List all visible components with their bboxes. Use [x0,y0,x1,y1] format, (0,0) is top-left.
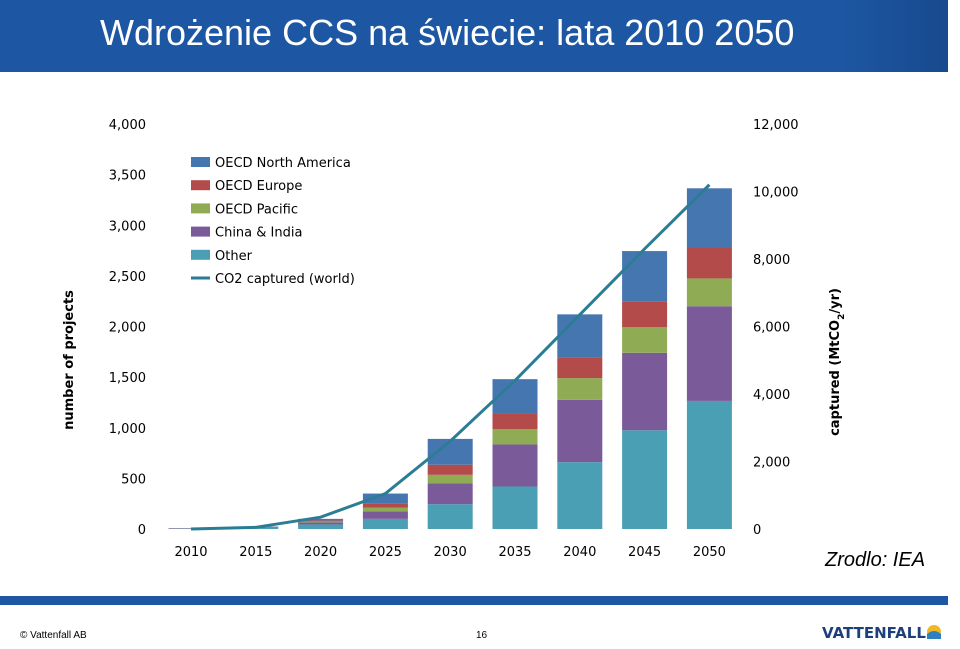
bar-segment [427,483,473,505]
chart-legend: OECD North America OECD Europe OECD Pacifi… [191,156,355,287]
bar-segment [298,521,344,523]
legend-swatch [191,226,210,237]
y-tick-label: 2,500 [109,270,146,285]
legend-swatch [191,203,210,214]
y-tick-label: 3,500 [109,169,146,184]
bar-segment [557,314,603,358]
y2-tick-label: 12,000 [753,118,799,133]
logo-wordmark: VATTENFALL [822,624,926,642]
co2-captured-line [190,183,711,531]
bar-segment [622,251,668,302]
bar-segment [622,352,668,431]
right-axis-ticks: 0 2,000 4,000 6,000 8,000 10,000 12,000 [753,118,799,538]
legend-label: Other [215,249,253,264]
y2-axis-label-main: captured (MtCO [828,320,843,436]
bar-segment [362,493,408,504]
bar-segment [492,486,538,529]
y-axis-label: number of projects [62,290,77,430]
y-tick-label: 4,000 [109,118,146,133]
y2-tick-label: 6,000 [753,321,790,336]
legend-swatch [191,180,210,191]
bar-segment [298,522,344,525]
bar-segment [686,278,732,307]
x-tick-label: 2040 [563,545,596,560]
bar-segment [492,413,538,430]
legend-label: CO2 captured (world) [215,272,355,287]
title-bar: Wdrożenie CCS na świecie: lata 2010 2050 [0,0,948,72]
legend-label: OECD Pacific [215,202,298,217]
x-tick-label: 2045 [628,545,661,560]
y2-axis-label: captured (MtCO2/yr) [828,288,847,436]
y2-tick-label: 2,000 [753,456,790,471]
slide-title: Wdrożenie CCS na świecie: lata 2010 2050 [100,12,795,53]
x-tick-label: 2015 [239,545,272,560]
bar-segment [427,504,473,529]
y2-tick-label: 8,000 [753,253,790,268]
bar-segment [557,462,603,529]
vattenfall-logo: VATTENFALL [822,624,941,642]
bar-segment [427,464,473,475]
title-bar-shade [838,0,948,72]
bar-segment [686,400,732,529]
y-tick-label: 2,000 [109,321,146,336]
legend-swatch [191,249,210,260]
bar-segment [362,518,408,529]
bar-segment [298,518,344,521]
bar-segment [362,507,408,512]
y2-axis-label-end: /yr) [828,288,843,314]
bar-segment [622,327,668,353]
page-number: 16 [476,630,488,641]
bar-segment [557,357,603,379]
bottom-rule [0,596,948,605]
bar-segment [298,524,344,529]
bar-segment [686,247,732,279]
bar-segment [298,520,344,522]
y2-axis-label-sub: 2 [837,314,847,320]
legend-label: OECD North America [215,156,351,171]
x-tick-label: 2030 [434,545,467,560]
bar-segment [362,503,408,508]
y-tick-label: 1,500 [109,371,146,386]
legend-label: China & India [215,226,302,241]
y-tick-label: 0 [138,523,146,538]
bar-segment [557,399,603,463]
bar-segment [492,429,538,445]
bar-segment [686,306,732,401]
x-axis-ticks: 2010 2015 2020 2025 2030 2035 2040 2045 2050 [174,545,725,560]
sun-icon [927,625,941,639]
x-tick-label: 2035 [498,545,531,560]
y-tick-label: 1,000 [109,422,146,437]
bar-segment [622,430,668,529]
bar-segment [557,378,603,400]
copyright-text: © Vattenfall AB [20,630,87,641]
legend-swatch [191,157,210,167]
y2-tick-label: 10,000 [753,186,799,201]
left-axis-ticks: 0 500 1,000 1,500 2,000 2,500 3,000 3,500 4,000 [109,118,146,538]
stacked-bars [168,188,732,529]
x-tick-label: 2025 [369,545,402,560]
co2-line-layer [190,183,711,531]
x-tick-label: 2020 [304,545,337,560]
bar-segment [362,511,408,519]
bar-segment [622,301,668,328]
bar-segment [427,474,473,484]
x-tick-label: 2010 [174,545,207,560]
y2-tick-label: 0 [753,523,761,538]
y-tick-label: 500 [121,472,146,487]
y-tick-label: 3,000 [109,219,146,234]
bar-segment [686,188,732,248]
x-tick-label: 2050 [693,545,726,560]
source-note: Zrodlo: IEA [825,549,926,571]
y2-tick-label: 4,000 [753,388,790,403]
bar-segment [492,444,538,487]
legend-label: OECD Europe [215,179,302,194]
ccs-chart: 05001,0001,5002,0002,5003,0003,5004,000 … [62,118,847,560]
